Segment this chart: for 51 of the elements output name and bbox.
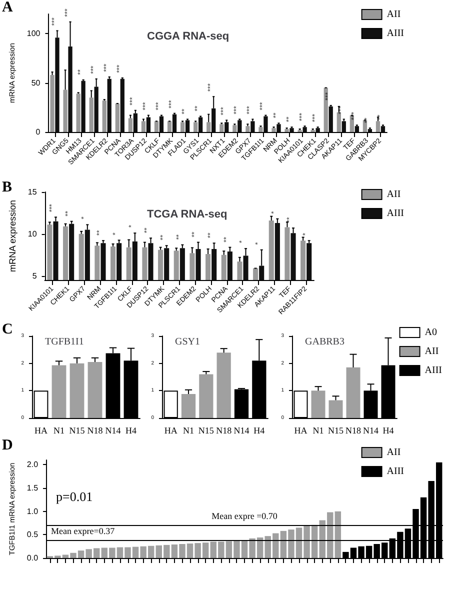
- x-tick-label: N1: [312, 426, 324, 436]
- x-tick-label: H4: [254, 426, 266, 436]
- legend-label: AII: [386, 9, 401, 20]
- y-tick-label: 50: [31, 78, 41, 88]
- y-tick-label: 15: [28, 188, 38, 196]
- legend-label: AIII: [424, 365, 442, 376]
- chart-title: TGFB1I1: [45, 336, 84, 348]
- text: D: [2, 438, 13, 454]
- legend-label: A0: [424, 327, 438, 338]
- chart-title: GABRB3: [305, 336, 344, 348]
- ref-line-label: Mean expre=0.37: [51, 526, 116, 536]
- legend-label: AIII: [386, 28, 404, 39]
- legend-label: AII: [386, 447, 401, 458]
- ref-line-label: Mean expre =0.70: [212, 510, 278, 521]
- legend-label: AIII: [386, 208, 404, 219]
- x-tick-label: H4: [126, 426, 137, 436]
- x-tick-label: N18: [216, 426, 232, 436]
- text: TCGA RNA-seq: [147, 208, 228, 220]
- x-tick-label: N15: [198, 426, 214, 436]
- y-tick-label: 1.0: [26, 506, 39, 516]
- text: B: [2, 180, 12, 196]
- y-tick-label: 2.0: [26, 460, 39, 470]
- x-tick-label: N18: [87, 426, 104, 436]
- legend-label: AII: [386, 189, 401, 200]
- y-tick-label: 100: [26, 29, 41, 38]
- annotation: p=0.01: [56, 489, 93, 504]
- y-tick-label: 10: [28, 229, 38, 238]
- y-tick-label: 1.5: [26, 484, 39, 492]
- text: C: [2, 322, 13, 338]
- legend-label: AIII: [386, 466, 404, 477]
- y-tick-label: 5: [32, 271, 38, 280]
- y-axis-title: mRNA expression: [8, 200, 18, 272]
- y-tick-label: 0.5: [26, 530, 39, 540]
- x-tick-label: HA: [164, 426, 178, 436]
- x-tick-label: HA: [294, 426, 308, 436]
- x-tick-label: N14: [234, 426, 250, 436]
- x-tick-label: N14: [105, 426, 122, 436]
- y-tick-label: 0.0: [26, 554, 39, 562]
- x-tick-label: N1: [183, 426, 194, 436]
- x-tick-label: N18: [346, 426, 362, 436]
- chart-title: GSY1: [175, 336, 200, 348]
- x-tick-label: HA: [34, 426, 48, 436]
- y-tick-label: 0: [36, 128, 41, 136]
- x-tick-label: N15: [69, 426, 86, 436]
- text: A: [2, 0, 13, 16]
- x-tick-label: H4: [382, 426, 394, 436]
- x-tick-label: N14: [363, 426, 379, 436]
- legend-label: AII: [424, 346, 439, 357]
- x-tick-label: N15: [328, 426, 344, 436]
- text: CGGA RNA-seq: [147, 30, 230, 42]
- x-tick-label: N1: [54, 426, 64, 436]
